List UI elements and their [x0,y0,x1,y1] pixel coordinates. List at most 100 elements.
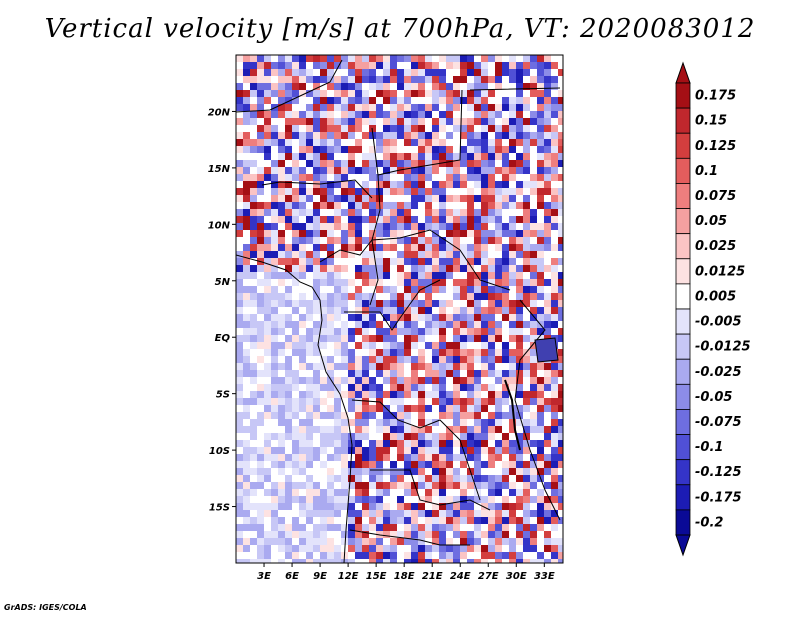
field-cell [516,447,523,454]
field-cell [495,195,502,202]
field-cell [320,230,327,237]
field-cell [544,377,551,384]
field-cell [320,377,327,384]
field-cell [327,510,334,517]
field-cell [355,447,362,454]
field-cell [236,160,243,167]
field-cell [376,153,383,160]
field-cell [467,426,474,433]
field-cell [299,223,306,230]
field-cell [523,90,530,97]
field-cell [467,90,474,97]
field-cell [306,426,313,433]
field-cell [306,146,313,153]
field-cell [257,461,264,468]
field-cell [355,384,362,391]
field-cell [278,545,285,552]
field-cell [551,272,558,279]
field-cell [502,258,509,265]
field-cell [362,286,369,293]
field-cell [418,62,425,69]
field-cell [390,524,397,531]
field-cell [369,272,376,279]
field-cell [509,321,516,328]
field-cell [411,132,418,139]
field-cell [341,307,348,314]
field-cell [404,440,411,447]
field-cell [544,244,551,251]
field-cell [460,265,467,272]
field-cell [474,83,481,90]
field-cell [313,475,320,482]
field-cell [439,398,446,405]
field-cell [558,181,563,188]
field-cell [362,510,369,517]
field-cell [383,132,390,139]
field-cell [537,223,544,230]
field-cell [425,272,432,279]
field-cell [537,125,544,132]
field-cell [390,440,397,447]
field-cell [369,335,376,342]
field-cell [243,181,250,188]
field-cell [460,461,467,468]
field-cell [250,370,257,377]
field-cell [495,538,502,545]
field-cell [523,181,530,188]
field-cell [481,223,488,230]
field-cell [313,531,320,538]
field-cell [341,125,348,132]
field-cell [306,468,313,475]
field-cell [334,69,341,76]
field-cell [523,384,530,391]
field-cell [467,377,474,384]
field-cell [327,167,334,174]
field-cell [369,251,376,258]
field-cell [236,349,243,356]
field-cell [432,391,439,398]
field-cell [376,62,383,69]
field-cell [551,468,558,475]
field-cell [348,356,355,363]
field-cell [495,370,502,377]
field-cell [327,419,334,426]
field-cell [439,153,446,160]
field-cell [509,419,516,426]
field-cell [369,447,376,454]
field-cell [530,531,537,538]
field-cell [334,377,341,384]
field-cell [390,426,397,433]
field-cell [516,272,523,279]
field-cell [495,160,502,167]
field-cell [369,524,376,531]
field-cell [236,552,243,559]
field-cell [285,328,292,335]
field-cell [516,132,523,139]
field-cell [320,181,327,188]
field-cell [278,55,285,62]
field-cell [341,202,348,209]
field-cell [551,419,558,426]
field-cell [474,237,481,244]
field-cell [537,230,544,237]
field-cell [390,370,397,377]
field-cell [362,524,369,531]
field-cell [397,62,404,69]
field-cell [481,363,488,370]
field-cell [355,300,362,307]
field-cell [432,265,439,272]
field-cell [460,440,467,447]
field-cell [320,405,327,412]
field-cell [411,244,418,251]
field-cell [453,300,460,307]
field-cell [453,83,460,90]
field-cell [271,223,278,230]
field-cell [362,433,369,440]
field-cell [271,132,278,139]
field-cell [334,153,341,160]
field-cell [243,195,250,202]
field-cell [516,433,523,440]
field-cell [271,461,278,468]
field-cell [474,405,481,412]
field-cell [320,447,327,454]
